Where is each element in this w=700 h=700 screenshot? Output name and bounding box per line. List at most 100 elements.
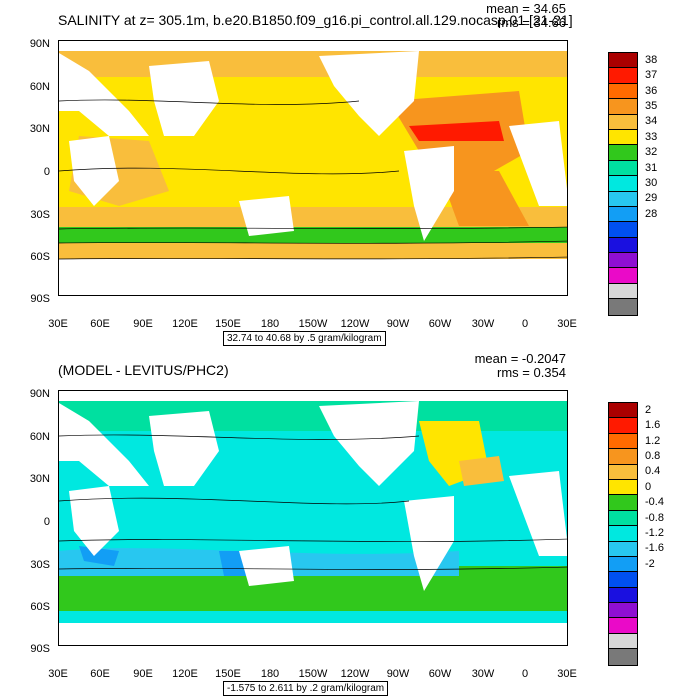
lat-label: 90N	[29, 38, 50, 50]
lat-label: 30N	[29, 123, 50, 135]
salinity-panel: SALINITY at z= 305.1m, b.e20.B1850.f09_g…	[29, 2, 658, 346]
lon-label: 180	[260, 668, 280, 680]
colorbar-label: 38	[645, 53, 658, 66]
colorbar-box	[609, 587, 637, 604]
colorbar-box	[609, 191, 637, 207]
colorbar-box	[609, 572, 637, 588]
colorbar-label: -2	[645, 557, 655, 570]
colorbar-box	[609, 206, 637, 223]
colorbar-box	[609, 68, 637, 84]
colorbar-box	[609, 283, 637, 300]
map-stats: mean = -0.2047 rms = 0.354	[475, 352, 566, 380]
colorbar-box	[609, 649, 637, 665]
colorbar-label: 36	[645, 84, 658, 97]
rms-value: rms = 34.66	[496, 15, 566, 30]
lon-label: 90W	[386, 318, 410, 330]
colorbar-box	[609, 479, 637, 496]
lat-label: 60S	[30, 601, 50, 613]
contour-info-box: -1.575 to 2.611 by .2 gram/kilogram	[223, 681, 389, 696]
colorbar-box	[609, 603, 637, 619]
colorbar-label: 0.4	[645, 465, 661, 478]
colorbar-box	[609, 268, 637, 284]
colorbar-label: 1.6	[645, 419, 661, 432]
colorbar-box	[609, 464, 637, 480]
rms-value: rms = 0.354	[496, 365, 566, 380]
colorbar-box	[609, 222, 637, 238]
colorbar-box	[609, 403, 637, 419]
lon-label: 120W	[340, 668, 370, 680]
lon-label: 120E	[172, 668, 198, 680]
lat-label: 60N	[29, 431, 50, 443]
lat-label: 30S	[30, 559, 50, 571]
lon-label: 60E	[90, 668, 110, 680]
mean-value: mean = -0.2047	[474, 351, 566, 366]
colorbar-label: 28	[645, 207, 658, 220]
lon-label: 30E	[48, 318, 68, 330]
colorbar-box	[609, 129, 637, 146]
colorbar-box	[609, 510, 637, 527]
colorbar-box	[609, 526, 637, 542]
lat-label: 60S	[30, 251, 50, 263]
map-stats: mean = 34.65 rms = 34.66	[486, 2, 566, 30]
colorbar-label: 37	[645, 69, 658, 82]
colorbar-label: 1.2	[645, 434, 661, 447]
colorbar-box	[609, 99, 637, 115]
lon-label: 90W	[386, 668, 410, 680]
colorbar-box	[609, 237, 637, 254]
colorbar-label: 31	[645, 161, 658, 174]
colorbar-label: 34	[645, 115, 658, 128]
colorbar-box	[609, 160, 637, 177]
lon-label: 30W	[471, 668, 495, 680]
difference-panel: (MODEL - LEVITUS/PHC2) mean = -0.2047 rm…	[0, 350, 700, 700]
lat-label: 0	[43, 166, 50, 178]
lon-label: 180	[260, 318, 280, 330]
colorbar-box	[609, 114, 637, 130]
lat-label: 0	[43, 516, 50, 528]
lon-label: 120W	[340, 318, 370, 330]
colorbar-label: 32	[645, 146, 658, 159]
colorbar-label: 2	[645, 403, 652, 416]
lon-label: 150W	[298, 668, 328, 680]
salinity-map	[58, 40, 568, 296]
colorbar-box	[609, 176, 637, 192]
colorbar-label: -0.8	[645, 511, 664, 524]
lon-label: 150W	[298, 318, 328, 330]
lon-label: 60E	[90, 318, 110, 330]
lon-label: 0	[521, 668, 529, 680]
colorbar-box	[609, 299, 637, 315]
colorbar-box	[609, 633, 637, 650]
contour-info-box: 32.74 to 40.68 by .5 gram/kilogram	[223, 331, 386, 346]
colorbar	[608, 402, 638, 666]
lat-label: 60N	[29, 81, 50, 93]
lon-label: 60W	[428, 318, 452, 330]
colorbar-box	[609, 618, 637, 634]
lat-label: 30N	[29, 473, 50, 485]
mean-value: mean = 34.65	[486, 1, 566, 16]
colorbar-box	[609, 53, 637, 69]
map-title: SALINITY at z= 305.1m, b.e20.B1850.f09_g…	[58, 12, 573, 28]
lat-label: 90S	[30, 293, 50, 305]
lat-label: 30S	[30, 209, 50, 221]
colorbar-label: 30	[645, 176, 658, 189]
lon-label: 0	[521, 318, 529, 330]
colorbar-box	[609, 556, 637, 573]
lon-label: 120E	[172, 318, 198, 330]
colorbar-box	[609, 495, 637, 511]
colorbar-label: 0.8	[645, 449, 661, 462]
lon-label: 90E	[133, 668, 153, 680]
lon-label: 30E	[557, 668, 577, 680]
difference-map	[58, 390, 568, 646]
colorbar-label: 29	[645, 192, 658, 205]
colorbar-box	[609, 541, 637, 557]
lon-label: 150E	[215, 318, 241, 330]
lon-label: 60W	[428, 668, 452, 680]
colorbar-label: 0	[645, 480, 652, 493]
colorbar-label: 33	[645, 130, 658, 143]
colorbar-label: 35	[645, 99, 658, 112]
colorbar-box	[609, 433, 637, 450]
colorbar-box	[609, 253, 637, 269]
colorbar	[608, 52, 638, 316]
colorbar-box	[609, 145, 637, 161]
map-title: (MODEL - LEVITUS/PHC2)	[58, 362, 229, 378]
colorbar-label: -1.2	[645, 526, 664, 539]
